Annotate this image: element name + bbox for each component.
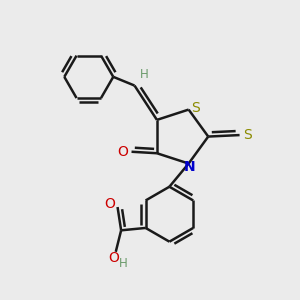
Text: H: H	[140, 68, 149, 81]
Text: N: N	[184, 160, 196, 174]
Text: S: S	[244, 128, 252, 142]
Text: O: O	[118, 145, 129, 159]
Text: S: S	[191, 101, 200, 115]
Text: H: H	[119, 257, 128, 270]
Text: O: O	[104, 197, 115, 211]
Text: O: O	[108, 251, 119, 266]
